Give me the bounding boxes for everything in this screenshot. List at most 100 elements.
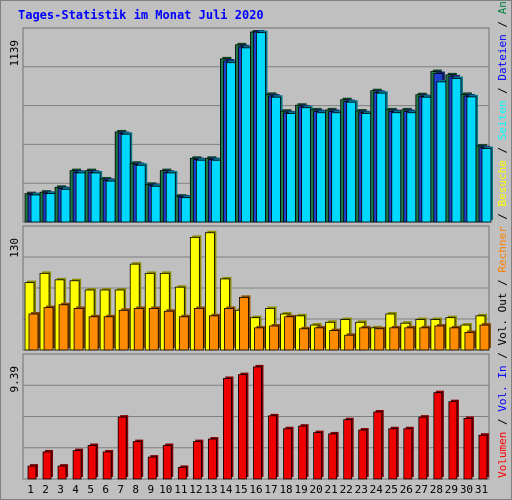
legend-segment: Dateien (496, 34, 509, 80)
bar-volumen-29 (448, 401, 458, 480)
bar-volumen-25 (388, 428, 398, 480)
bar-rechner-26 (404, 327, 415, 351)
bar-rechner-19 (299, 328, 309, 351)
bar-seiten-10 (165, 172, 176, 223)
bar-rechner-8 (133, 308, 144, 351)
bar-volumen-22 (343, 419, 353, 480)
bar-rechner-14 (224, 308, 234, 351)
bar-volumen-15 (238, 374, 247, 480)
bar-seiten-26 (406, 112, 417, 223)
x-tick-label-30: 30 (460, 483, 473, 496)
bar-volumen-26 (403, 428, 413, 480)
x-tick-label-15: 15 (234, 483, 247, 496)
bar-seiten-7 (120, 133, 131, 223)
bar-seiten-1 (30, 194, 41, 223)
x-tick-label-9: 9 (147, 483, 154, 496)
legend-segment: / (496, 14, 509, 34)
chart-title: Tages-Statistik im Monat Juli 2020 (18, 8, 264, 22)
bar-rechner-22 (344, 334, 355, 351)
x-tick-label-27: 27 (415, 483, 428, 496)
bar-rechner-2 (43, 307, 54, 351)
bar-rechner-28 (434, 325, 445, 351)
bar-seiten-2 (45, 193, 56, 223)
x-tick-label-23: 23 (355, 483, 368, 496)
legend-segment: Seiten (496, 100, 509, 140)
x-tick-label-11: 11 (174, 483, 187, 496)
bar-seiten-29 (451, 78, 462, 223)
bar-seiten-4 (75, 172, 86, 223)
bar-rechner-31 (479, 324, 490, 351)
bar-seiten-22 (346, 101, 357, 223)
x-tick-label-24: 24 (370, 483, 384, 496)
bar-seiten-23 (361, 113, 372, 223)
x-tick-label-22: 22 (340, 483, 353, 496)
x-tick-label-13: 13 (204, 483, 217, 496)
legend-segment: Besuche (496, 160, 509, 206)
bar-seiten-19 (301, 107, 311, 223)
bar-seiten-20 (316, 112, 327, 223)
bar-rechner-18 (284, 316, 294, 351)
x-tick-label-20: 20 (310, 483, 323, 496)
bar-volumen-16 (253, 366, 262, 480)
right-axis-legend: Volumen / Vol. In / Vol. Out / Rechner /… (496, 0, 509, 478)
x-tick-label-28: 28 (430, 483, 443, 496)
x-tick-label-25: 25 (385, 483, 398, 496)
bar-volumen-27 (418, 416, 428, 480)
x-tick-label-19: 19 (294, 483, 307, 496)
bar-seiten-16 (256, 32, 266, 223)
legend-segment: / (496, 273, 509, 293)
legend-segment: / (496, 206, 509, 226)
bar-rechner-15 (239, 296, 249, 351)
bar-volumen-31 (478, 434, 488, 480)
bar-volumen-17 (268, 415, 277, 480)
bar-rechner-24 (374, 328, 385, 351)
bar-volumen-1 (27, 465, 37, 480)
legend-segment: / (496, 140, 509, 160)
bar-seiten-31 (481, 148, 492, 223)
bar-volumen-24 (373, 411, 383, 480)
x-tick-label-29: 29 (445, 483, 458, 496)
bar-rechner-25 (389, 327, 400, 351)
x-tick-label-17: 17 (264, 483, 277, 496)
x-tick-label-1: 1 (27, 483, 34, 496)
bar-rechner-5 (88, 316, 99, 351)
bar-seiten-30 (466, 96, 477, 223)
bar-volumen-19 (298, 425, 307, 480)
bar-seiten-28 (436, 81, 447, 223)
bar-volumen-13 (207, 438, 217, 480)
legend-segment: Volumen (496, 432, 509, 478)
y-max-label-hits: 1139 (8, 40, 21, 67)
x-tick-label-8: 8 (132, 483, 139, 496)
bar-seiten-24 (376, 92, 387, 223)
bar-volumen-4 (72, 450, 82, 480)
bar-rechner-20 (314, 327, 325, 351)
bar-volumen-3 (57, 465, 67, 480)
bar-seiten-14 (226, 62, 236, 223)
y-max-label-visits: 130 (8, 238, 21, 258)
bar-rechner-23 (359, 327, 370, 351)
x-tick-label-21: 21 (325, 483, 338, 496)
bar-rechner-30 (464, 332, 475, 351)
bar-volumen-12 (192, 441, 202, 480)
bar-rechner-12 (193, 308, 204, 351)
bar-volumen-8 (132, 441, 142, 480)
bar-seiten-27 (421, 96, 432, 223)
bar-seiten-15 (241, 47, 251, 223)
bar-rechner-1 (28, 313, 39, 351)
bar-volumen-5 (87, 445, 97, 480)
bar-volumen-9 (147, 456, 157, 480)
bar-volumen-28 (433, 392, 443, 480)
x-tick-label-3: 3 (57, 483, 64, 496)
bar-seiten-5 (90, 172, 101, 223)
x-tick-label-14: 14 (219, 483, 233, 496)
bar-seiten-9 (150, 185, 161, 223)
bar-rechner-11 (178, 316, 189, 351)
x-tick-label-26: 26 (400, 483, 413, 496)
bar-seiten-17 (271, 96, 281, 223)
bar-rechner-16 (254, 327, 264, 351)
x-tick-label-4: 4 (72, 483, 79, 496)
bar-volumen-21 (328, 433, 338, 480)
bar-seiten-18 (286, 113, 296, 223)
bar-rechner-27 (419, 327, 430, 351)
x-tick-label-10: 10 (159, 483, 172, 496)
